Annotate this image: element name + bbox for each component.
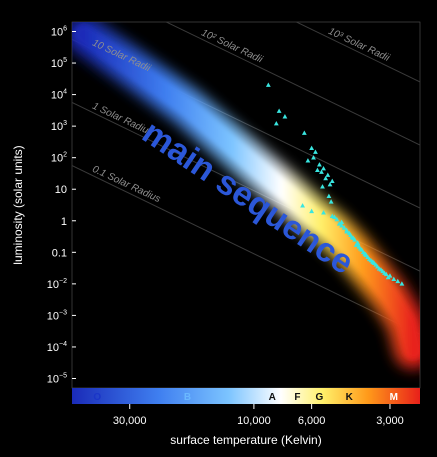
spectral-class-label: O xyxy=(93,392,101,403)
star-point xyxy=(265,82,271,87)
spectral-class-label: G xyxy=(316,392,324,403)
star-point xyxy=(326,193,332,199)
y-tick-label: 105 xyxy=(51,57,67,70)
star-point xyxy=(309,145,315,150)
spectral-class-bar xyxy=(72,388,420,404)
spectral-class-label: A xyxy=(269,392,276,403)
star-point xyxy=(273,121,279,126)
star-point xyxy=(282,114,288,119)
star-point xyxy=(321,166,326,171)
star-point xyxy=(363,251,369,257)
y-tick-label: 102 xyxy=(51,152,67,165)
radius-line xyxy=(72,164,420,335)
y-tick-label: 10 xyxy=(55,184,67,196)
star-point xyxy=(370,259,376,265)
y-tick-label: 103 xyxy=(51,120,67,133)
y-tick-label: 106 xyxy=(51,25,67,38)
star-point xyxy=(309,208,315,214)
star-point xyxy=(327,182,333,187)
radius-line xyxy=(165,22,420,146)
star-point xyxy=(339,223,345,228)
x-axis-label: surface temperature (Kelvin) xyxy=(170,433,321,447)
star-point xyxy=(320,184,325,189)
star-point xyxy=(391,276,397,282)
x-tick-label: 10,000 xyxy=(237,415,271,427)
x-tick-label: 30,000 xyxy=(113,415,147,427)
y-tick-label: 10−4 xyxy=(47,341,67,354)
star-point xyxy=(317,162,322,167)
star-point xyxy=(332,214,337,219)
star-point xyxy=(325,172,331,177)
star-point xyxy=(301,130,307,135)
star-point xyxy=(311,155,316,160)
star-point xyxy=(276,108,282,113)
star-point xyxy=(341,225,347,230)
star-point xyxy=(339,219,345,225)
star-point xyxy=(336,221,342,226)
star-point xyxy=(323,175,329,181)
star-point xyxy=(355,240,361,246)
y-tick-label: 10−3 xyxy=(47,309,67,322)
x-tick-label: 3,000 xyxy=(376,415,404,427)
star-point xyxy=(334,216,340,222)
y-tick-label: 1 xyxy=(61,216,67,228)
star-point xyxy=(395,278,401,284)
spectral-class-label: M xyxy=(390,392,398,403)
star-point xyxy=(385,274,391,280)
y-tick-label: 0.1 xyxy=(52,247,67,259)
spectral-class-label: F xyxy=(294,392,300,403)
main-sequence-band xyxy=(72,22,420,369)
spectral-class-label: K xyxy=(346,392,354,403)
star-point xyxy=(344,229,350,234)
star-point xyxy=(328,199,334,204)
star-point xyxy=(305,158,311,163)
star-point xyxy=(300,203,305,208)
star-point xyxy=(329,178,335,183)
y-tick-label: 104 xyxy=(51,89,67,102)
star-point xyxy=(399,281,405,286)
star-point xyxy=(321,210,326,215)
star-point xyxy=(319,169,324,174)
star-point xyxy=(313,149,318,154)
x-tick-label: 6,000 xyxy=(298,415,326,427)
star-points xyxy=(265,82,405,286)
radius-line xyxy=(295,22,420,83)
star-point xyxy=(315,167,320,173)
star-point xyxy=(350,235,356,241)
spectral-class-label: B xyxy=(184,392,191,403)
star-point xyxy=(383,271,389,277)
y-axis-label: luminosity (solar units) xyxy=(11,145,25,264)
y-tick-label: 10−5 xyxy=(47,373,67,386)
y-tick-label: 10−2 xyxy=(47,278,67,291)
